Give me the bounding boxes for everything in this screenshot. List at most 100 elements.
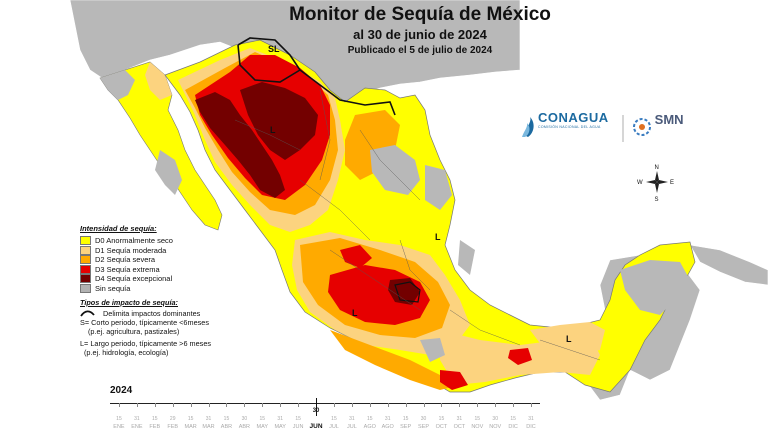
cuba-landmass bbox=[689, 244, 768, 286]
timeline-tick bbox=[118, 403, 120, 407]
svg-text:W: W bbox=[637, 180, 643, 186]
timeline-month-label: NOV bbox=[471, 424, 484, 430]
timeline-current-marker bbox=[315, 398, 318, 416]
timeline-day-label: 15 bbox=[116, 416, 122, 422]
legend-item-d1: D1 Sequía moderada bbox=[80, 245, 173, 256]
conagua-logo-subtext: COMISIÓN NACIONAL DEL AGUA bbox=[538, 125, 601, 129]
page-subtitle: al 30 de junio de 2024 bbox=[353, 27, 487, 42]
timeline-month-label: JUL bbox=[346, 424, 357, 430]
timeline-day-label: 31 bbox=[349, 416, 355, 422]
timeline-tick bbox=[459, 403, 461, 407]
yucatan-gray bbox=[620, 260, 690, 315]
timeline-day-label: 31 bbox=[277, 416, 283, 422]
timeline-month-label: MAY bbox=[274, 424, 286, 430]
timeline-tick bbox=[351, 403, 353, 407]
d4-chihuahua bbox=[240, 82, 318, 160]
impact-boundary-south bbox=[394, 281, 421, 303]
timeline-current-day: 30 bbox=[312, 408, 320, 414]
d3-oaxaca bbox=[508, 348, 532, 365]
gray-veracruz bbox=[458, 240, 475, 275]
timeline-tick bbox=[405, 403, 407, 407]
legend-item-d4: D4 Sequía excepcional bbox=[80, 274, 173, 284]
timeline-year: 2024 bbox=[110, 385, 133, 396]
gray-coahuila bbox=[370, 145, 420, 195]
gray-south bbox=[420, 338, 445, 362]
timeline-tick bbox=[441, 403, 443, 407]
impact-legend: Tipos de impacto de sequía: Delimita imp… bbox=[80, 298, 211, 357]
timeline-day-label: 15 bbox=[331, 416, 337, 422]
timeline-month-label: DIC bbox=[526, 424, 536, 430]
conagua-logo-text: CONAGUA bbox=[538, 110, 609, 125]
legend-heading: Intensidad de sequía: bbox=[80, 224, 157, 233]
timeline-day-label: 30 bbox=[420, 416, 427, 422]
timeline-month-label: ENE bbox=[131, 424, 143, 430]
conagua-logo-icon bbox=[522, 117, 534, 137]
legend-label: D0 Anormalmente seco bbox=[95, 236, 173, 246]
timeline-month-label: SEP bbox=[400, 424, 412, 430]
timeline-month-label: NOV bbox=[489, 424, 502, 430]
map-label-l-south: L bbox=[352, 308, 358, 318]
timeline-day-label: 15 bbox=[510, 416, 516, 422]
legend-swatch bbox=[80, 255, 91, 265]
timeline-month-label: ABR bbox=[238, 424, 251, 430]
timeline-tick bbox=[154, 403, 156, 407]
timeline-month-label: FEB bbox=[149, 424, 161, 430]
timeline-month-label: DIC bbox=[508, 424, 518, 430]
timeline-day-label: 15 bbox=[152, 416, 158, 422]
timeline-day-label: 31 bbox=[384, 416, 391, 422]
logos: CONAGUA COMISIÓN NACIONAL DEL AGUA SMN bbox=[516, 110, 684, 129]
timeline-tick bbox=[244, 403, 246, 407]
legend-item-d2: D2 Sequía severa bbox=[80, 255, 173, 265]
svg-text:N: N bbox=[655, 165, 659, 171]
impact-boundary-north bbox=[237, 37, 396, 116]
timeline-day-label: 15 bbox=[223, 416, 230, 422]
impact-s-line2: (p.ej. agricultura, pastizales) bbox=[88, 327, 180, 336]
timeline-tick bbox=[495, 403, 497, 407]
timeline-current-month: JUN bbox=[309, 423, 323, 430]
legend-label: Sin sequía bbox=[95, 283, 131, 293]
impact-l-line2: (p.ej. hidrología, ecología) bbox=[84, 348, 169, 357]
timeline-month-label: OCT bbox=[453, 424, 466, 430]
legend-swatch bbox=[80, 274, 91, 284]
timeline-month-label: FEB bbox=[167, 424, 179, 430]
gray-tamaulipas bbox=[425, 165, 452, 210]
legend-item-none: Sin sequía bbox=[80, 283, 173, 294]
timeline-tick bbox=[172, 403, 174, 407]
timeline-month-label: JUL bbox=[329, 424, 339, 430]
timeline-day-label: 15 bbox=[367, 416, 373, 422]
impact-l-line1: L= Largo periodo, típicamente >6 meses bbox=[80, 339, 212, 348]
impact-heading: Tipos de impacto de sequía: bbox=[80, 298, 178, 307]
timeline-month-label: OCT bbox=[435, 424, 448, 430]
timeline: 15 ENE 31 ENE 15 FEB 29 FEB 15 MAR 31 MAR 15 ABR 30 ABR… bbox=[110, 398, 540, 432]
page-title: Monitor de Sequía de México bbox=[289, 4, 551, 25]
legend-label: D3 Sequía extrema bbox=[95, 264, 160, 274]
compass-icon: N S E W bbox=[637, 165, 674, 203]
timeline-month-label: JUN bbox=[292, 424, 304, 430]
timeline-day-label: 31 bbox=[205, 416, 212, 422]
timeline-tick bbox=[280, 403, 282, 407]
timeline-tick bbox=[262, 403, 264, 407]
timeline-tick bbox=[226, 403, 228, 407]
legend-swatch bbox=[80, 245, 91, 255]
timeline-tick bbox=[423, 403, 425, 407]
timeline-day-label: 15 bbox=[402, 416, 409, 422]
timeline-tick bbox=[333, 403, 335, 407]
published-date: Publicado el 5 de julio de 2024 bbox=[347, 45, 493, 56]
timeline-day-label: 30 bbox=[492, 416, 498, 422]
impact-s-line1: S= Corto periodo, típicamente <6meses bbox=[80, 318, 209, 327]
smn-logo-text: SMN bbox=[654, 112, 684, 127]
timeline-tick bbox=[190, 403, 192, 407]
legend-swatch bbox=[80, 283, 91, 293]
legend-item-d0: D0 Anormalmente seco bbox=[80, 236, 173, 246]
yucatan-d1 bbox=[530, 322, 605, 355]
timeline-month-label: SEP bbox=[418, 424, 430, 430]
timeline-day-label: 15 bbox=[259, 416, 266, 422]
timeline-day-label: 15 bbox=[438, 416, 445, 422]
legend-label: D4 Sequía excepcional bbox=[95, 274, 173, 284]
timeline-day-label: 31 bbox=[134, 416, 140, 422]
timeline-month-label: AGO bbox=[363, 424, 376, 430]
impact-line-label: Delimita impactos dominantes bbox=[103, 309, 201, 318]
d2-south-coast bbox=[330, 330, 460, 390]
map-label-l-east: L bbox=[435, 232, 441, 242]
